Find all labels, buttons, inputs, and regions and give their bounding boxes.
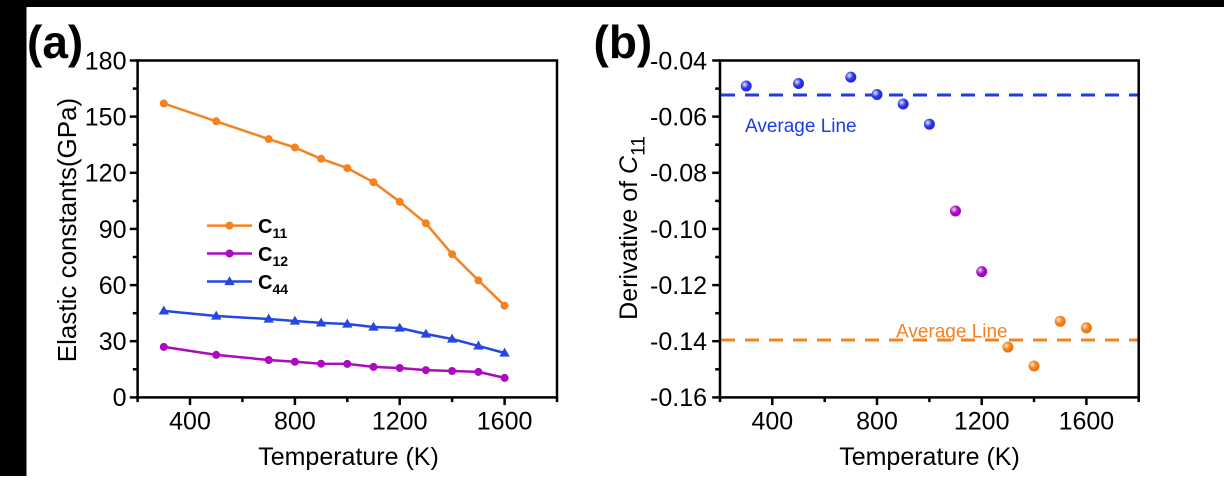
svg-text:Average Line: Average Line [745,116,857,137]
svg-text:800: 800 [856,408,898,436]
svg-text:-0.10: -0.10 [650,216,707,244]
svg-text:1600: 1600 [477,408,533,436]
svg-text:Average Line: Average Line [896,322,1008,343]
svg-text:1600: 1600 [1059,408,1115,436]
svg-text:30: 30 [99,328,127,356]
svg-text:(b): (b) [594,16,653,68]
svg-text:-0.04: -0.04 [650,47,707,75]
svg-text:1200: 1200 [372,408,428,436]
svg-text:-0.12: -0.12 [650,272,707,300]
svg-text:400: 400 [751,408,793,436]
svg-text:800: 800 [274,408,316,436]
svg-text:Elastic constants(GPa): Elastic constants(GPa) [52,98,82,362]
svg-text:Temperature (K): Temperature (K) [839,443,1020,471]
svg-text:Temperature (K): Temperature (K) [258,443,439,471]
svg-text:60: 60 [99,272,127,300]
svg-text:90: 90 [99,216,127,244]
svg-text:400: 400 [169,408,211,436]
svg-text:120: 120 [85,160,127,188]
svg-text:-0.08: -0.08 [650,160,707,188]
svg-text:-0.16: -0.16 [650,384,707,412]
svg-text:1200: 1200 [954,408,1010,436]
svg-text:-0.14: -0.14 [650,328,707,356]
svg-text:180: 180 [85,47,127,75]
svg-text:150: 150 [85,103,127,131]
svg-text:0: 0 [113,384,127,412]
svg-text:-0.06: -0.06 [650,103,707,131]
svg-text:(a): (a) [27,16,83,68]
